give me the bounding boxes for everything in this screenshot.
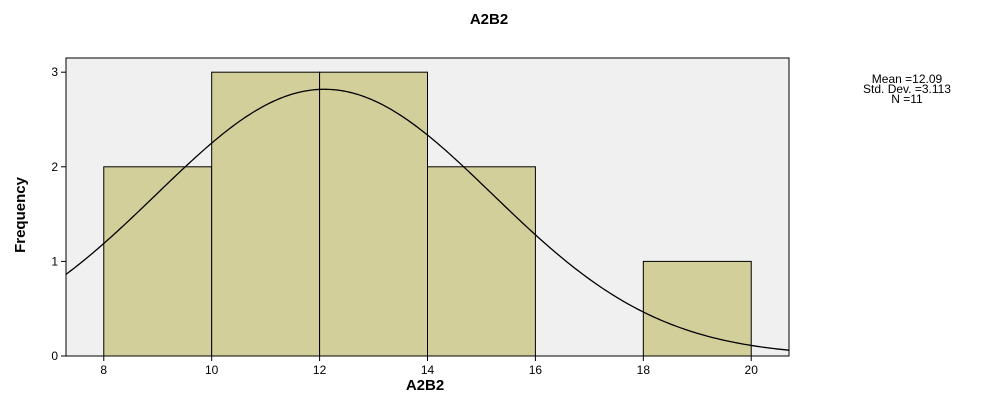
- bars: [103, 71, 752, 357]
- x-tick-label: 12: [313, 363, 327, 377]
- histogram-bar: [319, 71, 428, 357]
- x-tick-label: 20: [745, 363, 759, 377]
- histogram-bar: [427, 166, 536, 357]
- x-axis: 8 10 12 14 16 18 20: [100, 356, 758, 377]
- x-tick-label: 18: [637, 363, 651, 377]
- x-tick-label: 14: [421, 363, 435, 377]
- normal-curve: [65, 88, 790, 351]
- x-tick-label: 8: [100, 363, 107, 377]
- histogram-bar: [642, 260, 752, 357]
- y-axis-label: Frequency: [12, 176, 29, 253]
- stat-mean: Mean =12.09: [872, 72, 943, 86]
- chart-title: A2B2: [470, 11, 508, 28]
- y-tick-label: 2: [51, 160, 58, 174]
- x-tick-label: 10: [205, 363, 219, 377]
- y-tick-label: 3: [51, 65, 58, 79]
- x-axis-label: A2B2: [406, 377, 444, 394]
- histogram-bar: [103, 166, 213, 357]
- y-tick-label: 0: [51, 349, 58, 363]
- x-tick-label: 16: [529, 363, 543, 377]
- stat-std-dev: Std. Dev. =3.113: [863, 82, 951, 96]
- y-axis: 0 1 2 3: [51, 65, 66, 363]
- stat-n: N =11: [891, 92, 923, 106]
- stats-legend: Mean =12.09 Std. Dev. =3.113 N =11: [863, 72, 951, 106]
- y-tick-label: 1: [51, 254, 58, 268]
- histogram-bar: [211, 71, 321, 357]
